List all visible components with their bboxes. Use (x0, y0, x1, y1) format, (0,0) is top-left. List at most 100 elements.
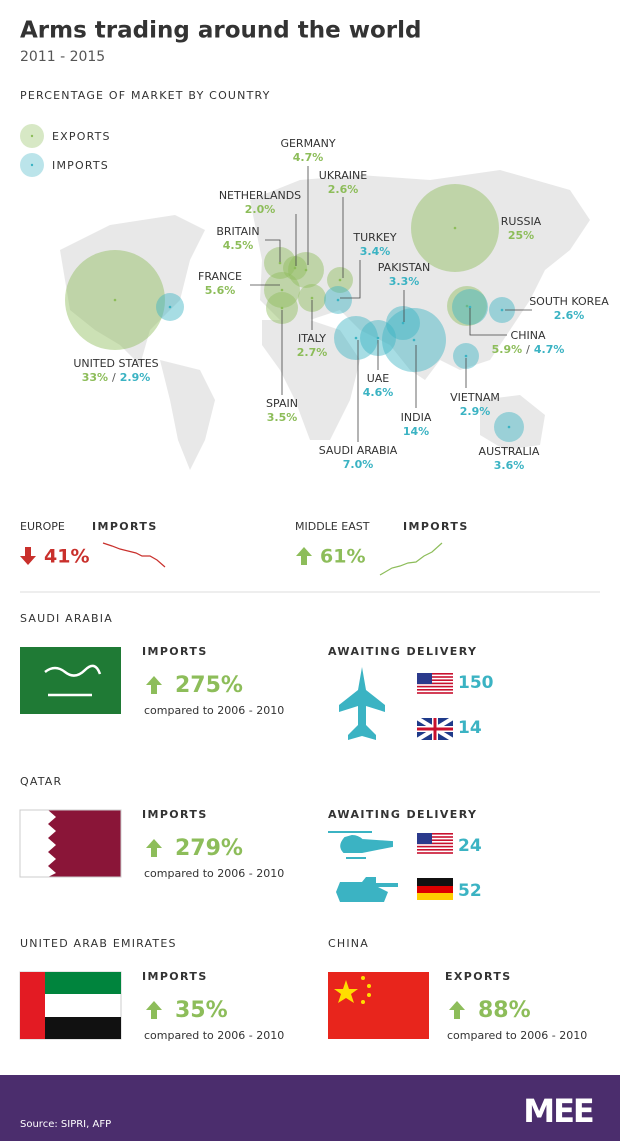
flag-us-stripe (417, 685, 453, 688)
country-value: 4.6% (363, 386, 394, 399)
icon-jet (339, 667, 385, 740)
import-share: 14% (403, 425, 429, 438)
flag-de (417, 893, 453, 900)
bubble-dot (113, 298, 117, 302)
country-name: PAKISTAN (378, 261, 431, 274)
trend-label: IMPORTS (92, 520, 158, 533)
import-share: 7.0% (343, 458, 374, 471)
flag-us-stripe (417, 833, 453, 835)
trend-label: IMPORTS (403, 520, 469, 533)
country-value: 2.9% (460, 405, 491, 418)
flag-us-stripe (417, 679, 453, 681)
country-name: UAE (367, 372, 390, 385)
export-share: 4.7% (293, 151, 324, 164)
stat-note: compared to 2006 - 2010 (447, 1029, 587, 1042)
stat-note: compared to 2006 - 2010 (144, 704, 284, 717)
country-value: 5.6% (205, 284, 236, 297)
separator: / (112, 371, 116, 384)
country-name: VIETNAM (450, 391, 500, 404)
country-name: INDIA (401, 411, 432, 424)
stat-label: IMPORTS (142, 645, 208, 658)
country-value: 4.5% (223, 239, 254, 252)
import-share: 3.6% (494, 459, 525, 472)
export-share: 2.7% (297, 346, 328, 359)
country-name: SOUTH KOREA (529, 295, 609, 308)
stat-change: 35% (175, 998, 228, 1023)
arrow-up (449, 1001, 465, 1019)
legend-dot (30, 163, 34, 167)
section-title: UNITED ARAB EMIRATES (20, 937, 177, 950)
country-name: CHINA (511, 329, 546, 342)
export-share: 2.0% (245, 203, 276, 216)
stat-note: compared to 2006 - 2010 (144, 1029, 284, 1042)
country-value: 14% (403, 425, 429, 438)
delivery-count: 24 (458, 836, 482, 856)
trend-change: 41% (44, 546, 89, 568)
flag-china-small-star (367, 984, 371, 988)
footer-band (0, 1075, 620, 1141)
country-name: ITALY (298, 332, 326, 345)
bubble-dot (464, 354, 468, 358)
country-name: TURKEY (352, 231, 397, 244)
import-share: 2.6% (554, 309, 585, 322)
arrow-up (146, 1001, 162, 1019)
section-title: CHINA (328, 937, 369, 950)
import-share: 3.4% (360, 245, 391, 258)
bubble-dot (453, 226, 457, 230)
trend-change: 61% (320, 546, 365, 568)
country-value: 4.7% (293, 151, 324, 164)
legend-dot (30, 134, 34, 138)
leader-line (265, 239, 281, 262)
title: Arms trading around the world (20, 18, 421, 44)
country-name: FRANCE (198, 270, 242, 283)
bubble-dot (468, 305, 472, 309)
legend-label: IMPORTS (52, 159, 109, 172)
flag-us-stripe (417, 849, 453, 851)
flag-saudi-script (44, 664, 102, 697)
flag-china-small-star (367, 993, 371, 997)
country-value: 33% / 2.9% (82, 371, 151, 384)
export-share: 33% (82, 371, 108, 384)
import-share: 3.3% (389, 275, 420, 288)
bubble-dot (168, 305, 172, 309)
bubble-dot (280, 306, 284, 310)
source: Source: SIPRI, AFP (20, 1119, 111, 1130)
country-name: RUSSIA (501, 215, 542, 228)
trend-region: EUROPE (20, 520, 65, 533)
export-share: 2.6% (328, 183, 359, 196)
bubble-dot (500, 308, 504, 312)
country-value: 25% (508, 229, 534, 242)
bubble-dot (338, 278, 342, 282)
subtitle: 2011 - 2015 (20, 49, 105, 65)
bubble-dot (376, 336, 380, 340)
awaiting-label: AWAITING DELIVERY (328, 645, 477, 658)
flag-china-small-star (361, 976, 365, 980)
export-share: 4.5% (223, 239, 254, 252)
flag-us-stripe (417, 689, 453, 691)
arrow-down (20, 547, 36, 565)
icon-helicopter (328, 831, 393, 859)
country-value: 3.3% (389, 275, 420, 288)
import-share: 4.6% (363, 386, 394, 399)
country-name: BRITAIN (216, 225, 259, 238)
import-share: 2.9% (460, 405, 491, 418)
bubble-dot (280, 288, 284, 292)
section-title: SAUDI ARABIA (20, 612, 113, 625)
bubble-dot (507, 425, 511, 429)
bubble-dot (278, 261, 282, 265)
flag-china-star (334, 980, 358, 1003)
sparkline (102, 542, 166, 568)
flag-us-stripe (417, 839, 453, 841)
legend-label: EXPORTS (52, 130, 111, 143)
flag-us-stripe (417, 676, 453, 678)
flag-us-stripe (417, 842, 453, 845)
map-title: PERCENTAGE OF MARKET BY COUNTRY (20, 89, 271, 102)
country-name: AUSTRALIA (479, 445, 540, 458)
flag-us-stripe (417, 692, 453, 694)
stat-label: IMPORTS (142, 970, 208, 983)
logo: MEE (523, 1092, 593, 1130)
stat-change: 279% (175, 836, 243, 861)
bubble-dot (293, 266, 297, 270)
icon-tank (336, 877, 398, 902)
